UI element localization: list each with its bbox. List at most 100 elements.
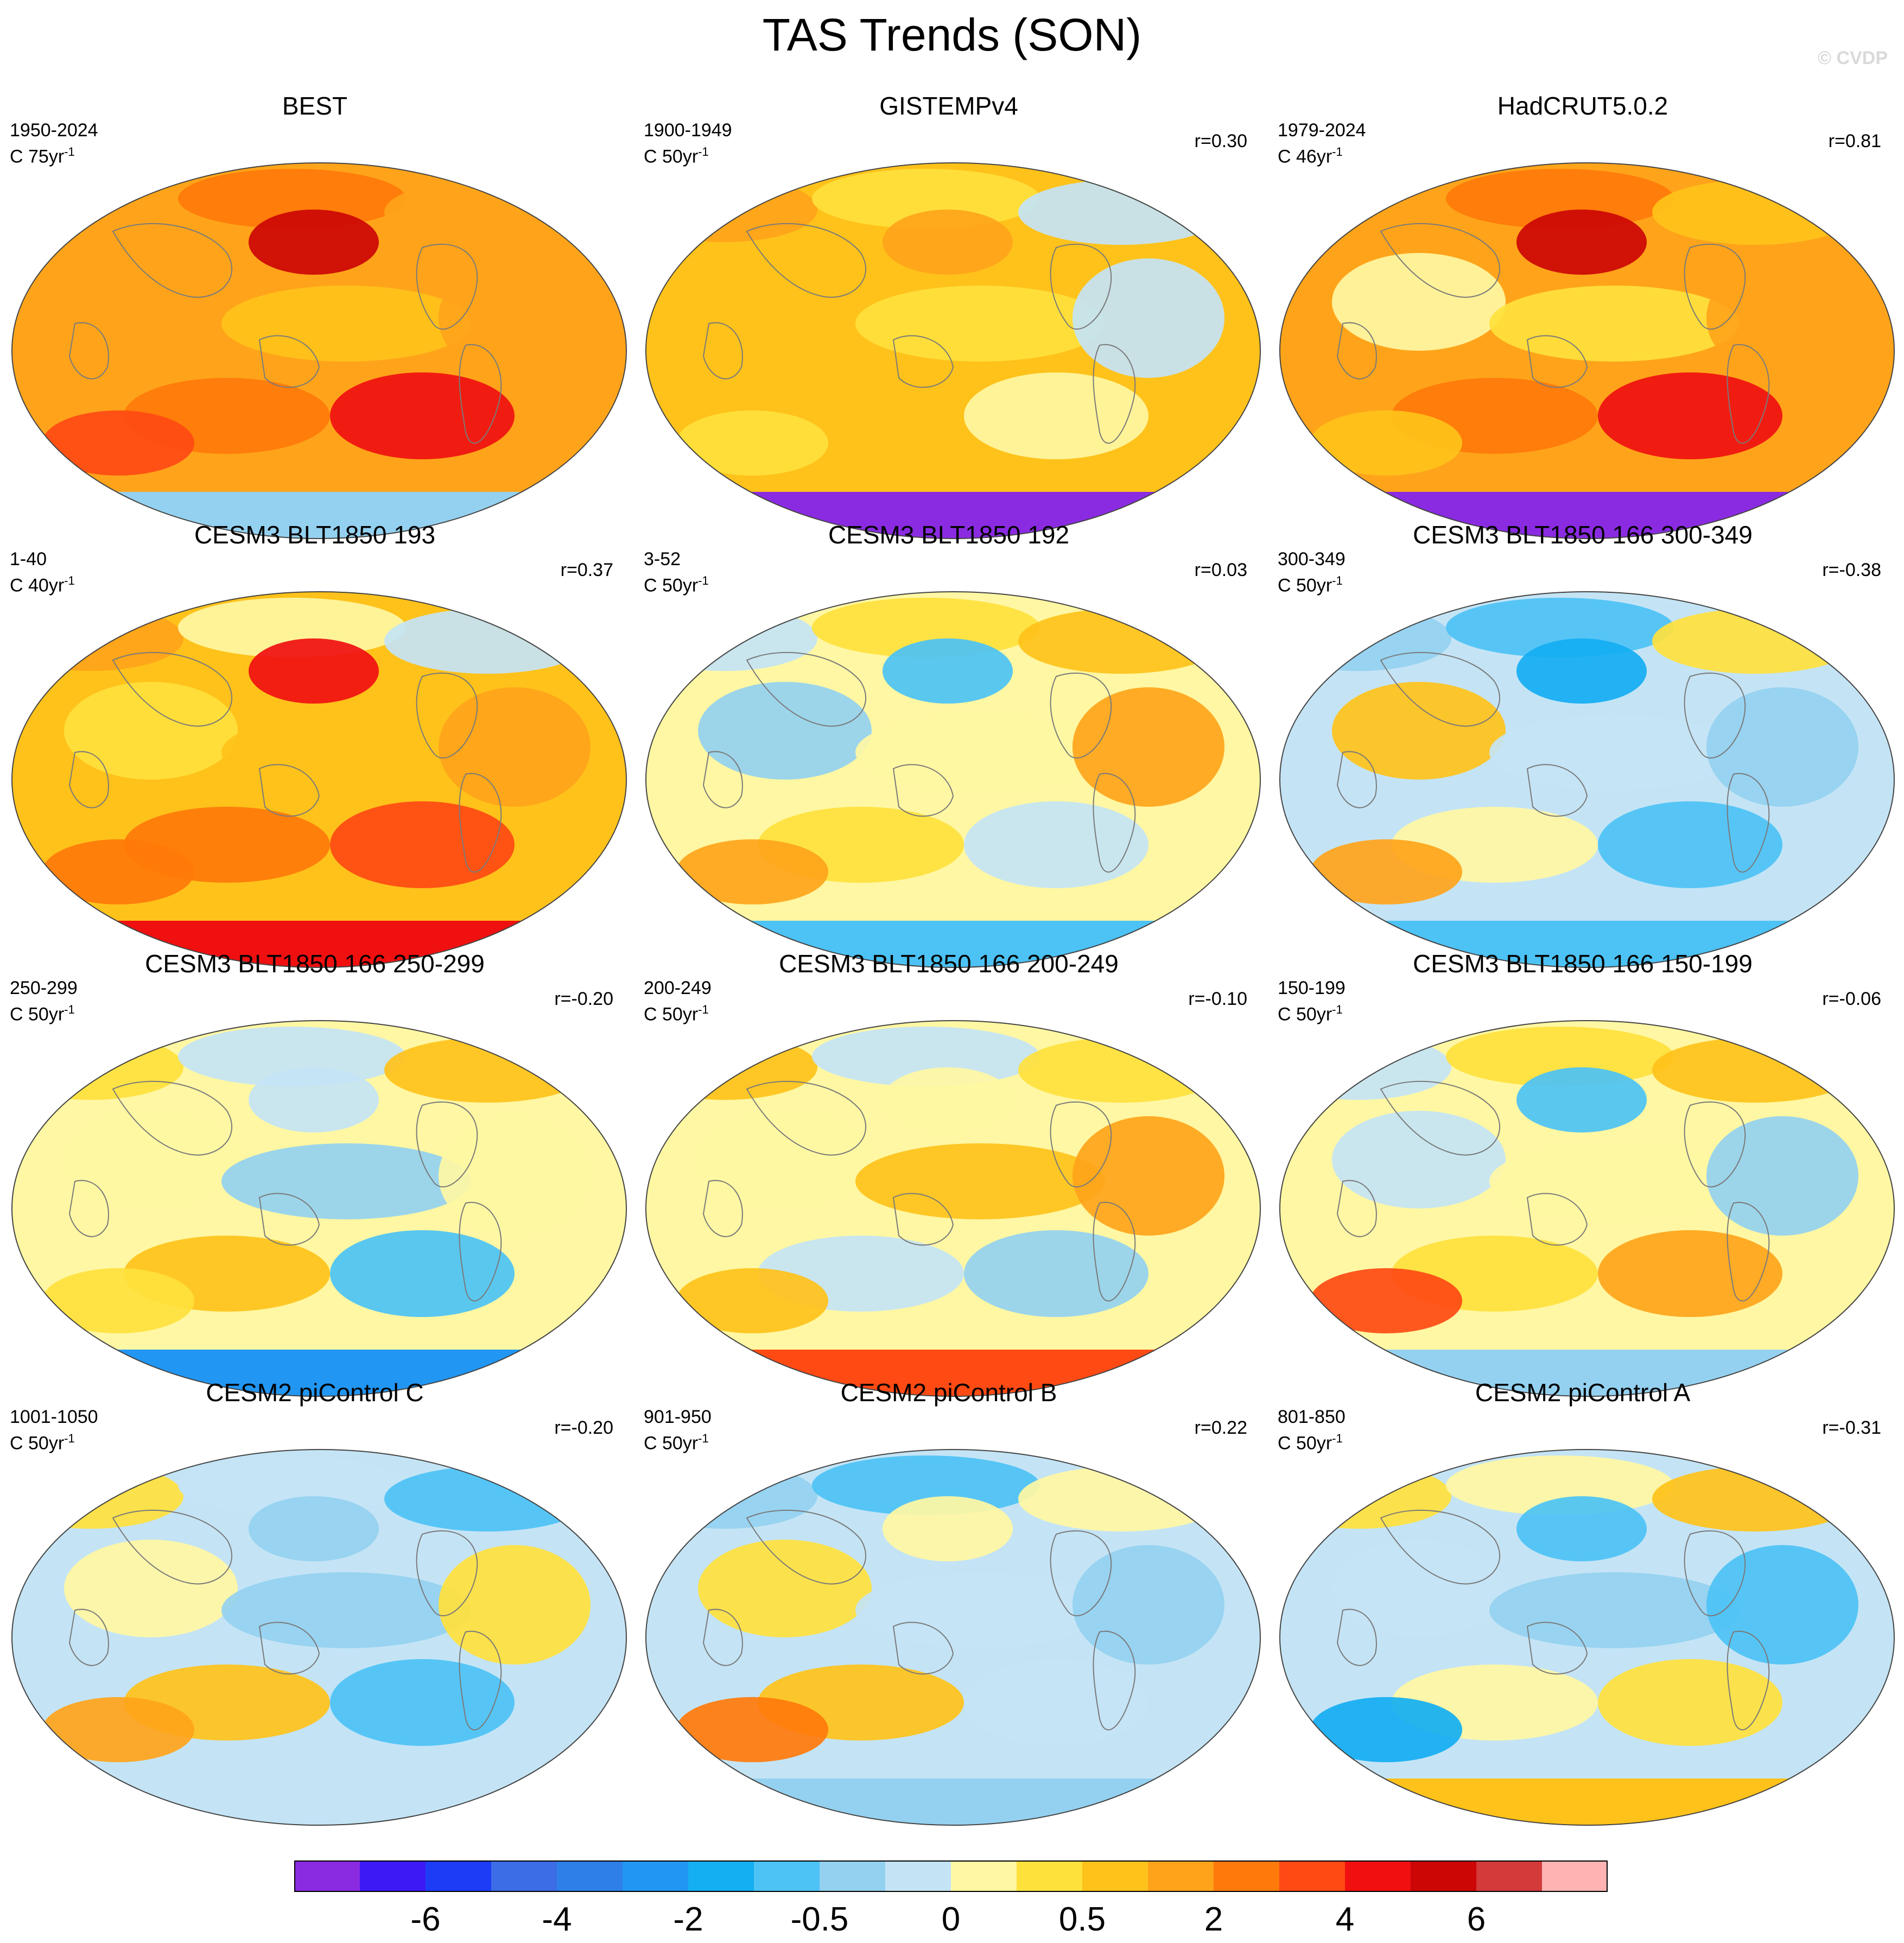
coastline — [892, 764, 954, 817]
panel-title: HadCRUT5.0.2 — [1497, 92, 1668, 120]
coastline — [258, 1622, 320, 1675]
trend-map — [645, 591, 1261, 968]
coastline — [416, 672, 478, 759]
units-exponent: -1 — [698, 574, 709, 587]
colorbar-swatch — [360, 1860, 426, 1892]
pattern-correlation: r=0.37 — [560, 560, 613, 580]
anomaly-region — [384, 180, 591, 245]
coastline — [702, 751, 743, 808]
coastline — [702, 1609, 743, 1666]
trend-units-text: C 50yr — [1278, 1433, 1332, 1454]
anomaly-region — [384, 609, 591, 674]
anomaly-region — [1598, 1230, 1782, 1317]
units-exponent: -1 — [1332, 574, 1343, 587]
panel-trend-units: C 50yr-1 — [1278, 999, 1343, 1025]
anomaly-region — [1310, 1268, 1462, 1333]
coastline — [1093, 773, 1136, 873]
map-panel: CESM2 piControl B 901-950 C 50yr-1 r=0.22 — [634, 1378, 1264, 1826]
coastline — [112, 651, 233, 727]
anomaly-region — [178, 1455, 406, 1515]
anomaly-region — [249, 1067, 379, 1132]
trend-units-text: C 50yr — [644, 146, 699, 167]
coastline — [1727, 773, 1770, 873]
coastline — [1526, 764, 1588, 817]
trend-map — [11, 1449, 627, 1826]
trend-map — [645, 1449, 1261, 1826]
anomaly-region — [178, 1027, 406, 1086]
units-exponent: -1 — [64, 1432, 75, 1445]
colorbar-swatch — [1214, 1860, 1279, 1892]
anomaly-region — [64, 253, 238, 351]
pattern-correlation: r=0.81 — [1828, 131, 1881, 151]
anomaly-region — [1446, 169, 1674, 229]
panel-period: 1-40 — [10, 549, 47, 569]
anomaly-region — [676, 839, 828, 904]
figure-title: TAS Trends (SON) — [762, 9, 1142, 60]
anomaly-region — [883, 638, 1013, 704]
coastline — [1050, 1530, 1112, 1617]
anomaly-region — [1489, 714, 1739, 790]
pattern-correlation: r=-0.06 — [1822, 989, 1881, 1009]
panel-title: CESM3 BLT1850 166 200-249 — [779, 950, 1119, 978]
panel-title: CESM3 BLT1850 166 150-199 — [1413, 950, 1753, 978]
colorbar-swatch — [294, 1860, 360, 1892]
units-exponent: -1 — [698, 145, 709, 159]
coastline — [746, 651, 867, 727]
panel-trend-units: C 50yr-1 — [644, 570, 709, 596]
coastline — [68, 1180, 109, 1237]
pattern-correlation: r=0.03 — [1194, 560, 1247, 580]
trend-map — [1279, 591, 1895, 968]
map-panel: CESM3 BLT1850 166 250-299 250-299 C 50yr-1… — [0, 949, 630, 1397]
coastline — [1336, 751, 1377, 808]
anomaly-region — [42, 410, 194, 476]
coastline — [702, 1180, 743, 1237]
panel-period: 1950-2024 — [10, 120, 98, 141]
coastline — [258, 1193, 320, 1246]
panel-trend-units: C 50yr-1 — [10, 999, 75, 1025]
anomaly-region — [964, 1230, 1148, 1317]
units-exponent: -1 — [698, 1003, 709, 1016]
coastline — [1526, 1622, 1588, 1675]
anomaly-region — [1018, 1037, 1224, 1103]
coastline — [459, 1630, 502, 1731]
anomaly-region — [1598, 1659, 1782, 1746]
coastline — [1684, 672, 1746, 759]
coastline — [1336, 322, 1377, 379]
coastline — [702, 322, 743, 379]
colorbar-swatch — [885, 1860, 951, 1892]
units-exponent: -1 — [698, 1432, 709, 1445]
anomaly-region — [1516, 638, 1647, 704]
anomaly-region — [249, 210, 379, 275]
panel-period: 1001-1050 — [10, 1407, 98, 1427]
coastline — [1684, 243, 1746, 330]
anomaly-region — [221, 286, 471, 362]
colorbar-swatch — [951, 1860, 1017, 1892]
coastline — [459, 773, 502, 873]
anomaly-region — [384, 1466, 591, 1531]
coastline — [1380, 223, 1501, 298]
colorbar-tick-label: 4 — [1335, 1901, 1355, 1938]
coastline — [1727, 1201, 1770, 1302]
pattern-correlation: r=0.22 — [1194, 1417, 1247, 1438]
panel-trend-units: C 50yr-1 — [1278, 1428, 1343, 1454]
panel-trend-units: C 75yr-1 — [10, 141, 75, 167]
coastline — [1050, 672, 1112, 759]
colorbar-tick-label: 0.5 — [1058, 1901, 1106, 1938]
map-outline — [1279, 591, 1895, 968]
units-exponent: -1 — [1332, 1003, 1343, 1016]
trend-map — [11, 1020, 627, 1397]
colorbar-swatch — [820, 1860, 885, 1892]
anomaly-region — [855, 286, 1105, 362]
anomaly-region — [964, 1659, 1148, 1746]
anomaly-region — [855, 714, 1105, 790]
map-outline — [1279, 1449, 1895, 1826]
anomaly-region — [64, 682, 238, 780]
coastline — [1684, 1101, 1746, 1188]
panel-period: 150-199 — [1278, 978, 1346, 998]
panel-title: CESM3 BLT1850 193 — [194, 521, 436, 549]
trend-units-text: C 50yr — [1278, 1004, 1332, 1025]
panel-period: 1979-2024 — [1278, 120, 1366, 141]
coastline — [892, 1193, 954, 1246]
colorbar-tick-label: -2 — [673, 1901, 703, 1938]
coastline — [1380, 1509, 1501, 1585]
